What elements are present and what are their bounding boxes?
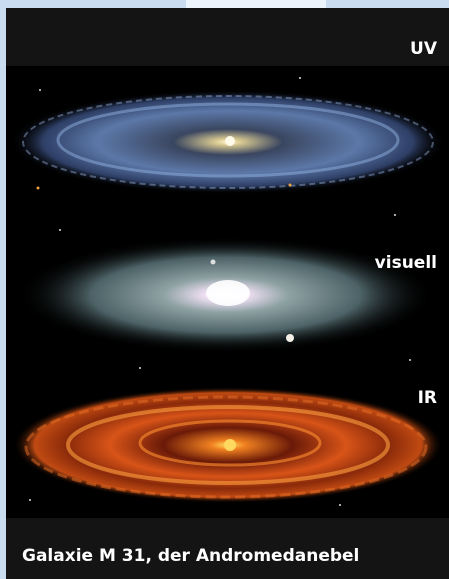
caption-band xyxy=(6,518,449,579)
frame-patch xyxy=(186,0,326,8)
ir-galaxy xyxy=(13,387,443,503)
ir-label: IR xyxy=(418,388,437,408)
stars xyxy=(29,77,411,506)
visual-galaxy xyxy=(18,237,434,353)
uv-galaxy xyxy=(10,90,446,194)
caption: Galaxie M 31, der Andromedanebel xyxy=(22,546,359,566)
label-band xyxy=(6,8,449,66)
uv-label: UV xyxy=(410,39,438,59)
visual-label: visuell xyxy=(375,253,437,273)
